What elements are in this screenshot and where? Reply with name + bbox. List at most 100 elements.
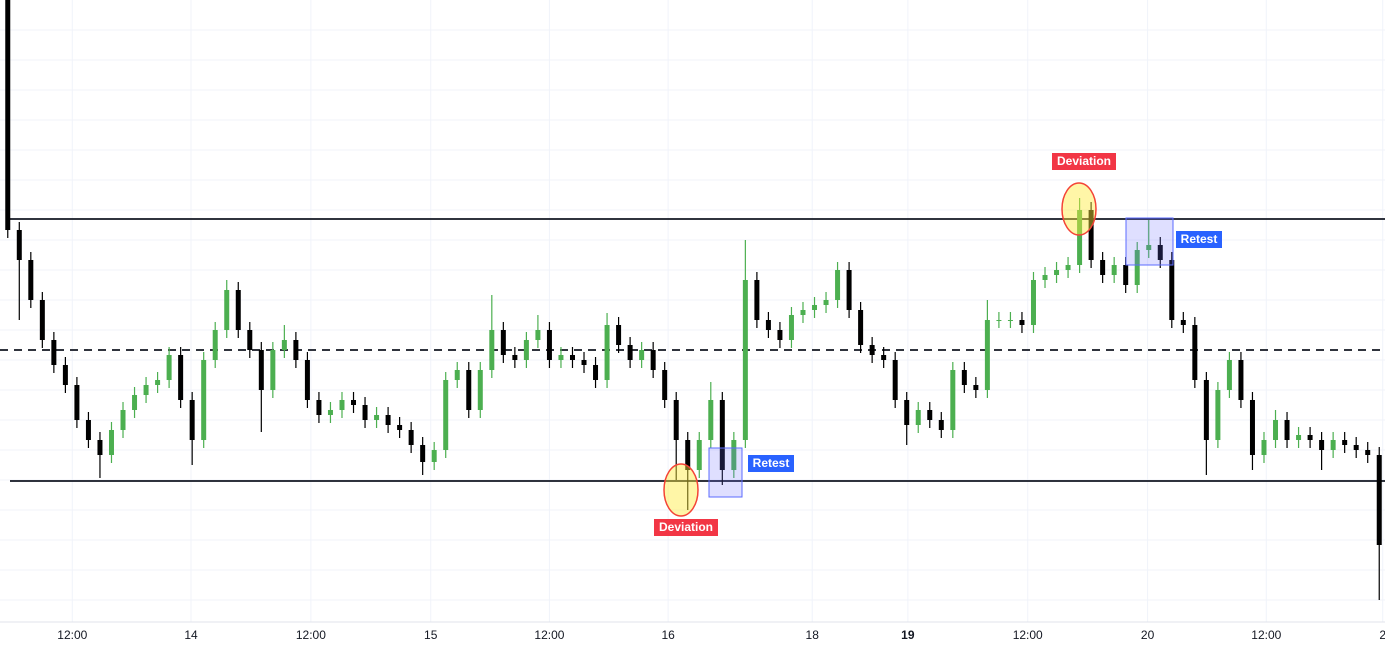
candle-body [1100,260,1106,275]
candle-body [385,415,391,425]
deviation-ellipse [1061,182,1097,236]
candle-body [1030,280,1036,325]
candle-body [938,420,944,430]
candle-body [777,330,783,340]
candle-body [881,355,887,360]
x-tick-label: 15 [424,628,438,642]
candle-body [927,410,933,420]
candle-body [85,420,91,440]
candle-body [1169,260,1175,320]
x-tick-label: 2 [1379,628,1385,642]
candle-body [673,400,679,440]
candle-body [1342,440,1348,445]
candle-body [500,330,506,355]
candle-body [74,385,80,420]
candle-body [420,445,426,462]
candle-body [904,400,910,425]
candle-body [62,365,68,385]
candle-body [765,320,771,330]
candle-body [489,330,495,370]
candle-body [731,440,737,470]
candle-body [996,320,1002,321]
candle-body [224,290,230,330]
candle-body [1226,360,1232,390]
x-tick-label: 12:00 [296,628,326,642]
candle-body [431,450,437,462]
candle-body [108,430,114,455]
candle-body [1319,440,1325,450]
deviation-tag [1052,153,1116,170]
candle-body [97,440,103,455]
candle-body [235,290,241,330]
candle-body [293,340,299,360]
grid [0,0,1385,622]
candle-body [339,400,345,410]
candle-body [742,280,748,440]
retest-box [1125,217,1174,266]
deviation-tag [654,519,718,536]
candle-body [443,380,449,450]
candle-body [39,300,45,340]
x-tick-label: 12:00 [534,628,564,642]
candle-body [1192,325,1198,380]
candle-body [662,370,668,400]
candle-body [316,400,322,415]
candle-body [892,360,898,400]
candle-body [1353,445,1359,450]
candle-body [351,400,357,405]
candle-body [1146,245,1152,250]
candle-body [1019,320,1025,325]
candle-body [1376,455,1382,545]
candle-body [374,415,380,420]
candle-body [1134,250,1140,285]
deviation-label: Deviation [659,520,713,534]
annotations: Deviation Retest Deviation Retest [654,153,1222,536]
candle-body [719,400,725,470]
candle-body [120,410,126,430]
candle-body [5,0,11,230]
candle-body [1307,435,1313,440]
candle-body [616,325,622,345]
candle-body [1330,440,1336,450]
x-tick-label: 12:00 [1251,628,1281,642]
candle-body [16,230,22,260]
candle-body [973,385,979,390]
candle-body [51,340,57,365]
candle-body [696,440,702,470]
candle-body [1261,440,1267,455]
candle-body [281,340,287,350]
candle-body [247,330,253,350]
candle-body [1065,265,1071,270]
candle-body [155,380,161,385]
candle-body [754,280,760,320]
deviation-ellipse [663,463,699,517]
candle-body [1123,265,1129,285]
retest-tag [1176,231,1222,248]
candle-body [466,370,472,410]
candle-body [397,425,403,430]
candles [5,0,1382,600]
candle-body [846,270,852,310]
candle-body [1157,245,1163,260]
candle-body [858,310,864,345]
retest-tag [748,455,794,472]
candle-body [1203,380,1209,440]
candle-body [408,430,414,445]
candle-body [1088,210,1094,260]
candle-body [327,410,333,415]
candle-body [915,410,921,425]
x-tick-label: 12:00 [57,628,87,642]
candle-body [685,440,691,470]
candle-body [304,360,310,400]
candle-body [835,270,841,300]
candle-body [1249,400,1255,455]
candle-body [812,305,818,310]
candle-body [950,370,956,430]
candle-body [569,355,575,360]
candle-body [1238,360,1244,400]
candle-body [454,370,460,380]
x-tick-label: 18 [806,628,820,642]
candle-body [1365,450,1371,455]
